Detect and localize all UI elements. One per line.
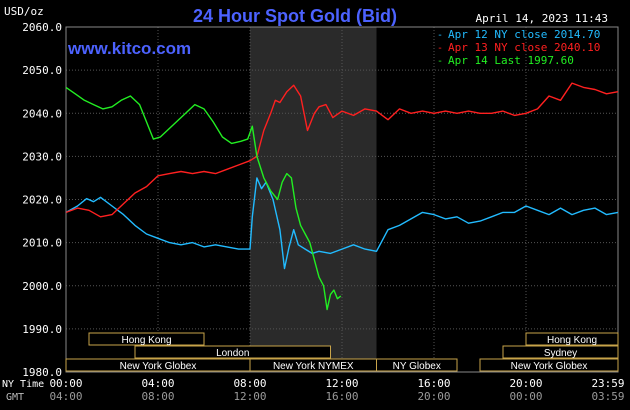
y-axis-ticks: 2060.0 2050.0 2040.0 2030.0 2020.0 2010.0 2000…: [22, 21, 62, 379]
datetime-stamp: April 14, 2023 11:43: [476, 12, 608, 25]
y-tick-label: 2040.0: [22, 107, 62, 120]
session-label: New York Globex: [120, 361, 197, 372]
session-label: London: [216, 348, 249, 359]
ny-time-label: NY Time: [2, 379, 44, 390]
session-box: [376, 358, 458, 372]
series-line: [65, 177, 619, 270]
y-tick-label: 2010.0: [22, 237, 62, 250]
plot-border: [65, 26, 619, 373]
session-box: [134, 345, 331, 359]
ny-time-tick: 16:00: [417, 377, 450, 390]
ny-time-tick: 12:00: [325, 377, 358, 390]
session-label: New York NYMEX: [273, 361, 354, 372]
y-tick-label: 1990.0: [22, 323, 62, 336]
session-box: [88, 332, 205, 346]
market-sessions: Hong Kong London New York Globex New York N…: [65, 332, 619, 372]
legend-swatch: -: [437, 56, 443, 67]
series-line: [65, 82, 619, 218]
session-label: New York Globex: [511, 361, 588, 372]
legend-entry: Apr 12 NY close 2014.70: [448, 28, 600, 41]
ny-time-tick: 23:59: [591, 377, 624, 390]
session-label: Hong Kong: [547, 335, 597, 346]
legend: - Apr 12 NY close 2014.70- Apr 13 NY close…: [437, 28, 600, 67]
price-series: [65, 82, 619, 311]
legend-swatch: -: [437, 43, 443, 54]
gmt-time-tick: 03:59: [591, 390, 624, 403]
gmt-time-tick: 08:00: [141, 390, 174, 403]
legend-swatch: -: [437, 30, 443, 41]
session-label: Hong Kong: [121, 335, 171, 346]
legend-entry: Apr 14 Last 1997.60: [448, 54, 574, 67]
gmt-time-tick: 12:00: [233, 390, 266, 403]
gmt-time-tick: 16:00: [325, 390, 358, 403]
gmt-time-tick: 20:00: [417, 390, 450, 403]
x-axis-ticks: 00:00 04:00 08:00 12:00 16:00 20:00 23:5904:00…: [49, 377, 624, 403]
session-box: [479, 358, 619, 372]
session-box: [525, 332, 619, 346]
session-label: NY Globex: [393, 361, 441, 372]
ny-time-tick: 08:00: [233, 377, 266, 390]
legend-entry: Apr 13 NY close 2040.10: [448, 41, 600, 54]
ny-time-tick: 20:00: [509, 377, 542, 390]
y-tick-label: 1980.0: [22, 366, 62, 379]
series-line: [65, 86, 342, 311]
ny-time-tick: 00:00: [49, 377, 82, 390]
website-label: www.kitco.com: [67, 39, 191, 58]
gmt-time-tick: 04:00: [49, 390, 82, 403]
y-tick-label: 2000.0: [22, 280, 62, 293]
y-tick-label: 2050.0: [22, 64, 62, 77]
y-tick-label: 2020.0: [22, 194, 62, 207]
unit-label: USD/oz: [4, 5, 44, 18]
y-tick-label: 2060.0: [22, 21, 62, 34]
session-label: Sydney: [544, 348, 577, 359]
ny-time-tick: 04:00: [141, 377, 174, 390]
gmt-time-tick: 00:00: [509, 390, 542, 403]
session-box: [502, 345, 619, 359]
gmt-label: GMT: [6, 392, 24, 403]
nymex-session-highlight: [250, 27, 377, 372]
y-tick-label: 2030.0: [22, 150, 62, 163]
chart-title: 24 Hour Spot Gold (Bid): [193, 6, 397, 26]
